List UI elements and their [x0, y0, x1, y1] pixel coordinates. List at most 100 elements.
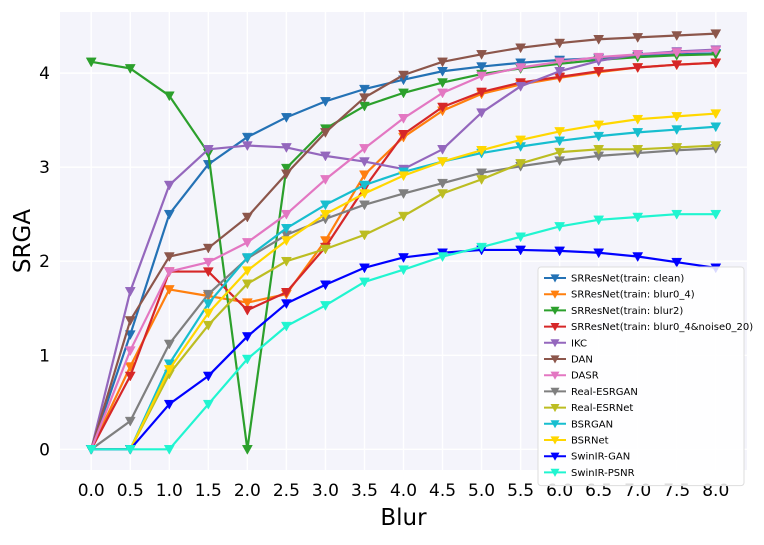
data-point — [593, 215, 605, 226]
data-point — [359, 263, 370, 274]
legend-item: SwinIR-PSNR — [544, 468, 635, 479]
data-point — [632, 114, 644, 125]
legend-label: SRResNet(train: clean) — [571, 274, 684, 285]
data-point — [671, 60, 683, 71]
legend-box — [537, 266, 745, 487]
data-point — [241, 212, 253, 223]
data-point — [320, 301, 331, 311]
data-point — [710, 29, 722, 40]
data-point — [476, 168, 487, 179]
data-point — [476, 71, 487, 82]
data-point — [632, 128, 644, 138]
data-point — [476, 50, 487, 60]
data-point — [280, 299, 292, 310]
data-point — [124, 316, 136, 326]
data-point — [359, 157, 370, 168]
data-point — [241, 354, 253, 365]
data-point — [515, 159, 527, 169]
data-point — [85, 445, 97, 455]
legend-item: Real-ESRGAN — [544, 387, 638, 398]
x-tick-label: 1.5 — [195, 481, 222, 501]
data-point — [280, 163, 292, 174]
data-point — [202, 243, 214, 254]
data-point — [554, 38, 566, 49]
data-point — [280, 236, 292, 247]
data-point — [671, 48, 683, 58]
data-point — [280, 169, 292, 180]
x-tick-label: 3.5 — [351, 481, 378, 501]
legend-label: SwinIR-PSNR — [571, 468, 635, 479]
y-tick-label: 3 — [39, 158, 50, 178]
data-point — [241, 298, 253, 309]
legend-marker — [550, 371, 560, 380]
x-tick-label: 2.0 — [234, 481, 261, 501]
legend-label: SRResNet(train: blur2) — [571, 306, 683, 317]
data-point — [593, 52, 605, 63]
legend-label: BSRNet — [571, 436, 609, 447]
data-point — [671, 143, 683, 153]
data-point — [398, 265, 409, 276]
data-point — [671, 257, 683, 268]
data-point — [632, 252, 644, 263]
data-point — [163, 399, 175, 410]
data-point — [398, 114, 409, 124]
data-point — [320, 151, 331, 162]
x-tick-labels: 0.0 0.5 1.0 1.5 2.0 2.5 3.0 3.5 4.0 4.5 5.0 5.5 6.0 6… — [78, 481, 730, 501]
data-point — [632, 63, 644, 74]
data-point — [320, 200, 331, 211]
legend-marker — [550, 452, 560, 461]
data-point — [437, 57, 448, 68]
data-point — [437, 189, 448, 200]
legend-item: BSRGAN — [544, 419, 613, 430]
legend-marker — [550, 306, 560, 315]
data-point — [359, 144, 370, 154]
data-point — [554, 246, 566, 257]
y-tick-label: 0 — [39, 440, 50, 460]
legend-item: IKC — [544, 338, 587, 349]
data-point — [632, 212, 644, 223]
x-tick-label: 4.5 — [429, 481, 456, 501]
x-tick-label: 0.5 — [117, 481, 144, 501]
legend-marker — [550, 323, 560, 332]
legend-marker — [550, 468, 560, 477]
data-point — [437, 145, 448, 155]
data-point — [163, 180, 175, 191]
data-point — [163, 267, 175, 278]
data-point — [710, 122, 722, 133]
legend-label: SwinIR-GAN — [571, 452, 630, 463]
data-point — [280, 209, 292, 220]
legend-item: SRResNet(train: blur0_4) — [544, 290, 695, 301]
legend-item: DAN — [544, 355, 593, 366]
data-point — [124, 346, 136, 357]
data-point — [515, 63, 527, 74]
data-point — [124, 371, 136, 382]
data-point — [280, 113, 292, 123]
y-tick-label: 2 — [39, 252, 50, 272]
data-point — [398, 211, 409, 222]
data-point — [515, 135, 527, 146]
data-point — [710, 46, 722, 57]
data-point — [398, 88, 409, 99]
series-10 — [85, 109, 722, 455]
data-point — [398, 171, 409, 182]
data-point — [632, 145, 644, 155]
x-tick-label: 5.5 — [507, 481, 534, 501]
data-point — [632, 50, 644, 60]
data-point — [359, 84, 370, 95]
legend-marker — [550, 436, 560, 445]
data-point — [241, 141, 253, 152]
data-point — [202, 308, 214, 319]
legend-item: BSRNet — [544, 436, 609, 447]
data-point — [280, 224, 292, 234]
data-point — [163, 252, 175, 263]
data-point — [710, 58, 722, 69]
data-point — [554, 147, 566, 158]
legend-item: SwinIR-GAN — [544, 452, 630, 463]
data-point — [554, 127, 566, 137]
data-point — [593, 131, 605, 142]
data-point — [398, 189, 409, 200]
data-point — [163, 209, 175, 220]
data-point — [476, 145, 487, 156]
